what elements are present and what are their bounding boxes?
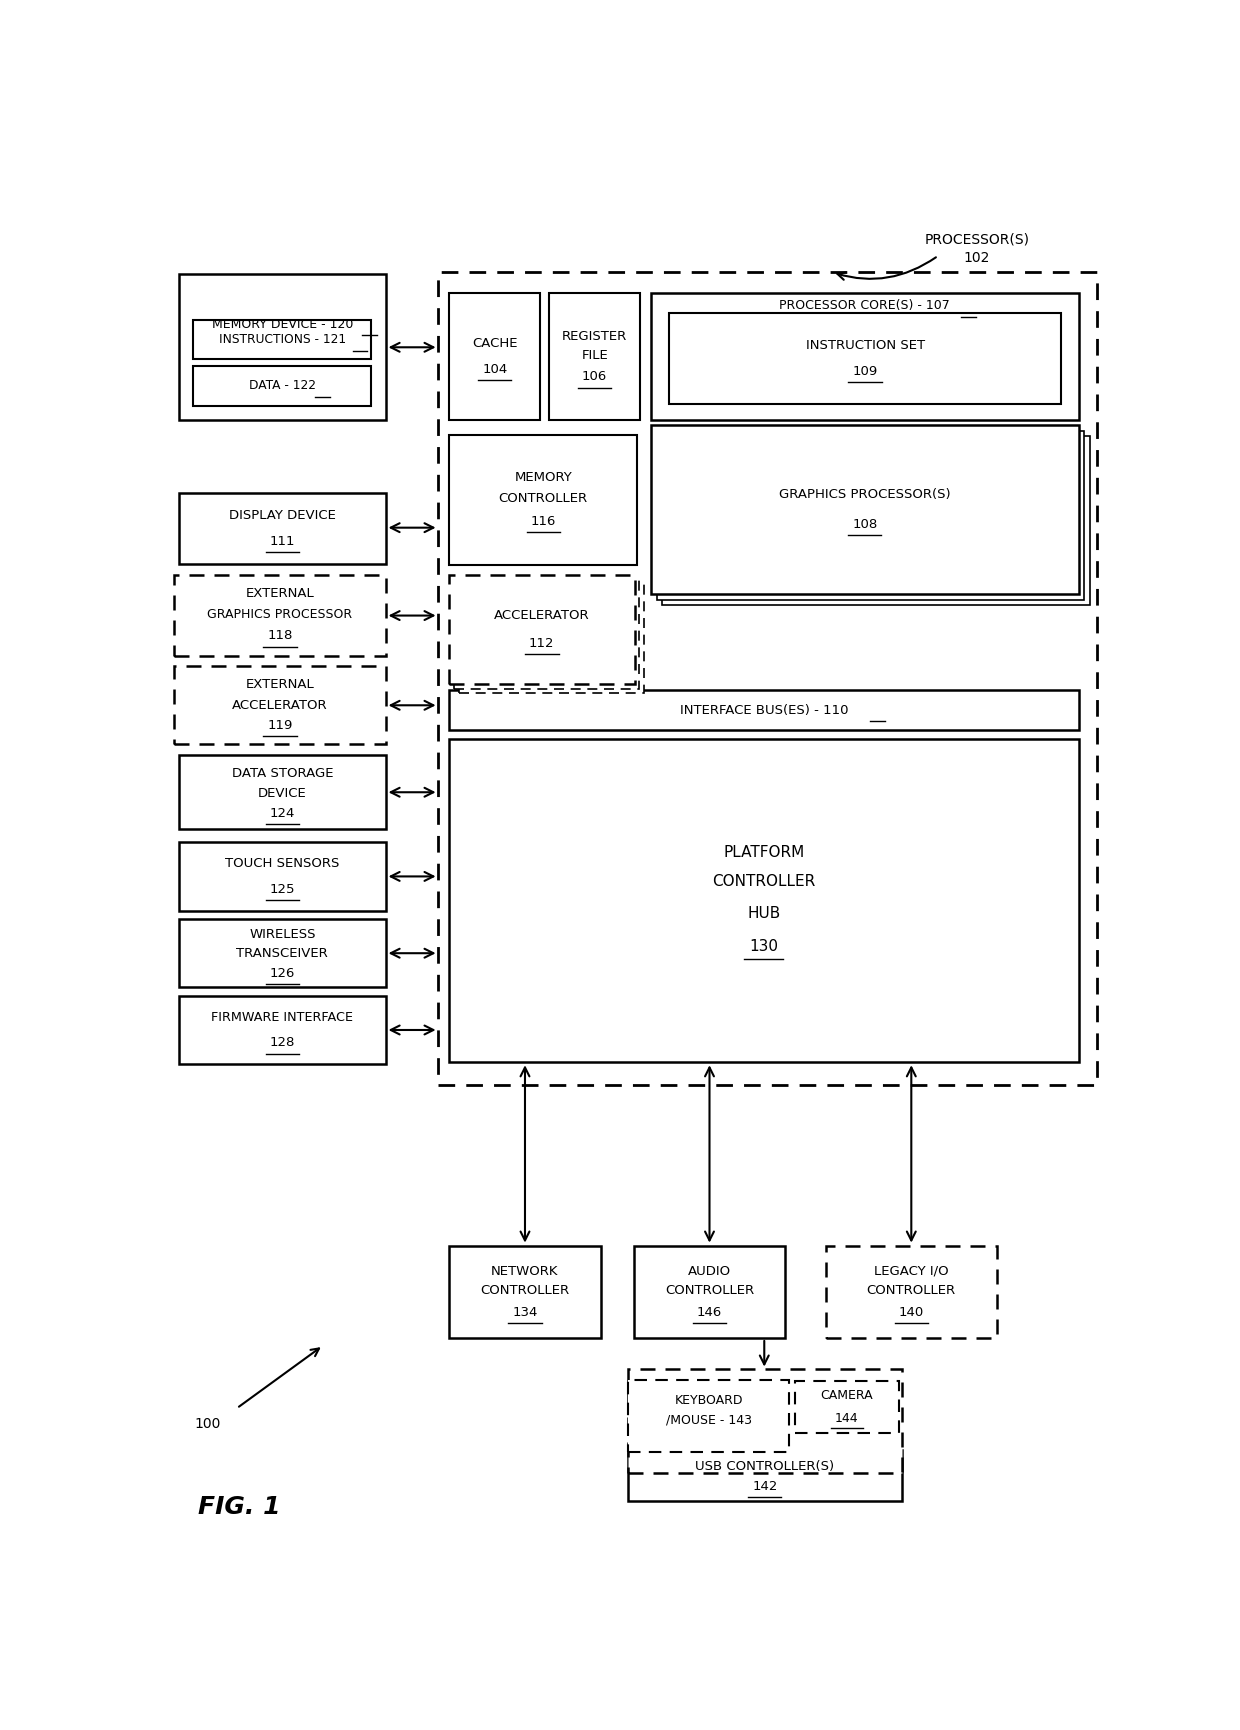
Text: DATA STORAGE: DATA STORAGE <box>232 766 334 780</box>
Text: 140: 140 <box>899 1306 924 1318</box>
Bar <box>627 1379 789 1451</box>
Text: GRAPHICS PROCESSOR(S): GRAPHICS PROCESSOR(S) <box>779 488 951 502</box>
Text: 106: 106 <box>582 370 608 384</box>
Bar <box>826 1246 997 1337</box>
Bar <box>449 292 541 420</box>
Text: HUB: HUB <box>748 907 780 920</box>
Bar <box>449 1246 601 1337</box>
Text: GRAPHICS PROCESSOR: GRAPHICS PROCESSOR <box>207 609 352 621</box>
Text: 126: 126 <box>269 967 295 981</box>
Text: EXTERNAL: EXTERNAL <box>246 586 314 600</box>
Text: CONTROLLER: CONTROLLER <box>712 874 816 889</box>
Text: CAMERA: CAMERA <box>821 1389 873 1403</box>
Bar <box>657 431 1084 600</box>
Text: CONTROLLER: CONTROLLER <box>480 1284 569 1298</box>
Text: 124: 124 <box>269 806 295 820</box>
Text: PROCESSOR(S): PROCESSOR(S) <box>924 234 1029 247</box>
Text: NETWORK: NETWORK <box>491 1265 559 1278</box>
Text: 144: 144 <box>835 1412 859 1424</box>
Bar <box>439 272 1097 1085</box>
Text: INSTRUCTION SET: INSTRUCTION SET <box>806 339 925 351</box>
Text: MEMORY DEVICE - 120: MEMORY DEVICE - 120 <box>212 318 353 330</box>
Bar <box>651 292 1079 420</box>
Text: AUDIO: AUDIO <box>688 1265 732 1278</box>
Text: EXTERNAL: EXTERNAL <box>246 678 314 692</box>
Bar <box>454 580 640 689</box>
Text: CONTROLLER: CONTROLLER <box>867 1284 956 1298</box>
Bar <box>549 292 640 420</box>
Text: 102: 102 <box>963 251 990 265</box>
Text: ACCELERATOR: ACCELERATOR <box>494 609 589 623</box>
Text: 112: 112 <box>529 637 554 650</box>
Bar <box>627 1370 901 1472</box>
Bar <box>627 1450 901 1502</box>
Text: 119: 119 <box>268 720 293 732</box>
Bar <box>651 426 1079 595</box>
Text: INSTRUCTIONS - 121: INSTRUCTIONS - 121 <box>218 332 346 346</box>
Bar <box>449 574 635 683</box>
Bar <box>179 843 386 910</box>
Text: 109: 109 <box>853 365 878 377</box>
Text: ACCELERATOR: ACCELERATOR <box>232 699 327 711</box>
Text: 146: 146 <box>697 1306 722 1318</box>
Text: 142: 142 <box>753 1479 777 1493</box>
Text: LEGACY I/O: LEGACY I/O <box>874 1265 949 1278</box>
Text: 134: 134 <box>512 1306 538 1318</box>
Text: 104: 104 <box>482 363 507 375</box>
Text: PROCESSOR CORE(S) - 107: PROCESSOR CORE(S) - 107 <box>779 299 950 311</box>
Text: INTERFACE BUS(ES) - 110: INTERFACE BUS(ES) - 110 <box>680 704 848 716</box>
Text: MEMORY: MEMORY <box>515 471 572 484</box>
Text: 118: 118 <box>268 630 293 642</box>
Bar <box>193 365 371 405</box>
Text: TOUCH SENSORS: TOUCH SENSORS <box>226 856 340 870</box>
Text: WIRELESS: WIRELESS <box>249 929 316 941</box>
Text: KEYBOARD: KEYBOARD <box>675 1394 743 1408</box>
Bar <box>795 1381 899 1434</box>
Text: TRANSCEIVER: TRANSCEIVER <box>237 946 329 960</box>
Text: 116: 116 <box>531 516 556 528</box>
Text: FIG. 1: FIG. 1 <box>198 1495 280 1519</box>
Bar <box>179 493 386 564</box>
Text: CONTROLLER: CONTROLLER <box>665 1284 754 1298</box>
Bar <box>193 320 371 360</box>
Text: FILE: FILE <box>582 349 608 362</box>
Text: 100: 100 <box>195 1417 221 1431</box>
Bar <box>449 436 637 564</box>
Bar <box>662 436 1090 606</box>
Bar <box>634 1246 785 1337</box>
Bar <box>449 739 1079 1062</box>
Text: USB CONTROLLER(S): USB CONTROLLER(S) <box>696 1460 835 1472</box>
Bar <box>670 313 1061 403</box>
Text: 128: 128 <box>269 1036 295 1050</box>
Text: FIRMWARE INTERFACE: FIRMWARE INTERFACE <box>211 1010 353 1024</box>
Text: PLATFORM: PLATFORM <box>723 844 805 860</box>
Text: 108: 108 <box>852 517 878 531</box>
Bar <box>179 996 386 1064</box>
Text: 111: 111 <box>269 535 295 548</box>
Text: DISPLAY DEVICE: DISPLAY DEVICE <box>229 509 336 522</box>
Bar <box>174 574 386 656</box>
Text: CACHE: CACHE <box>472 337 517 349</box>
Bar <box>459 585 644 694</box>
Bar <box>174 666 386 744</box>
Text: DATA - 122: DATA - 122 <box>249 379 316 393</box>
Bar <box>179 919 386 988</box>
Text: 125: 125 <box>269 882 295 896</box>
Text: DEVICE: DEVICE <box>258 787 306 799</box>
Bar <box>179 275 386 420</box>
Text: CONTROLLER: CONTROLLER <box>498 493 588 505</box>
Bar <box>449 690 1079 730</box>
Bar <box>179 756 386 829</box>
Text: 130: 130 <box>749 939 779 955</box>
Text: /MOUSE - 143: /MOUSE - 143 <box>666 1413 751 1427</box>
Text: REGISTER: REGISTER <box>562 330 627 343</box>
